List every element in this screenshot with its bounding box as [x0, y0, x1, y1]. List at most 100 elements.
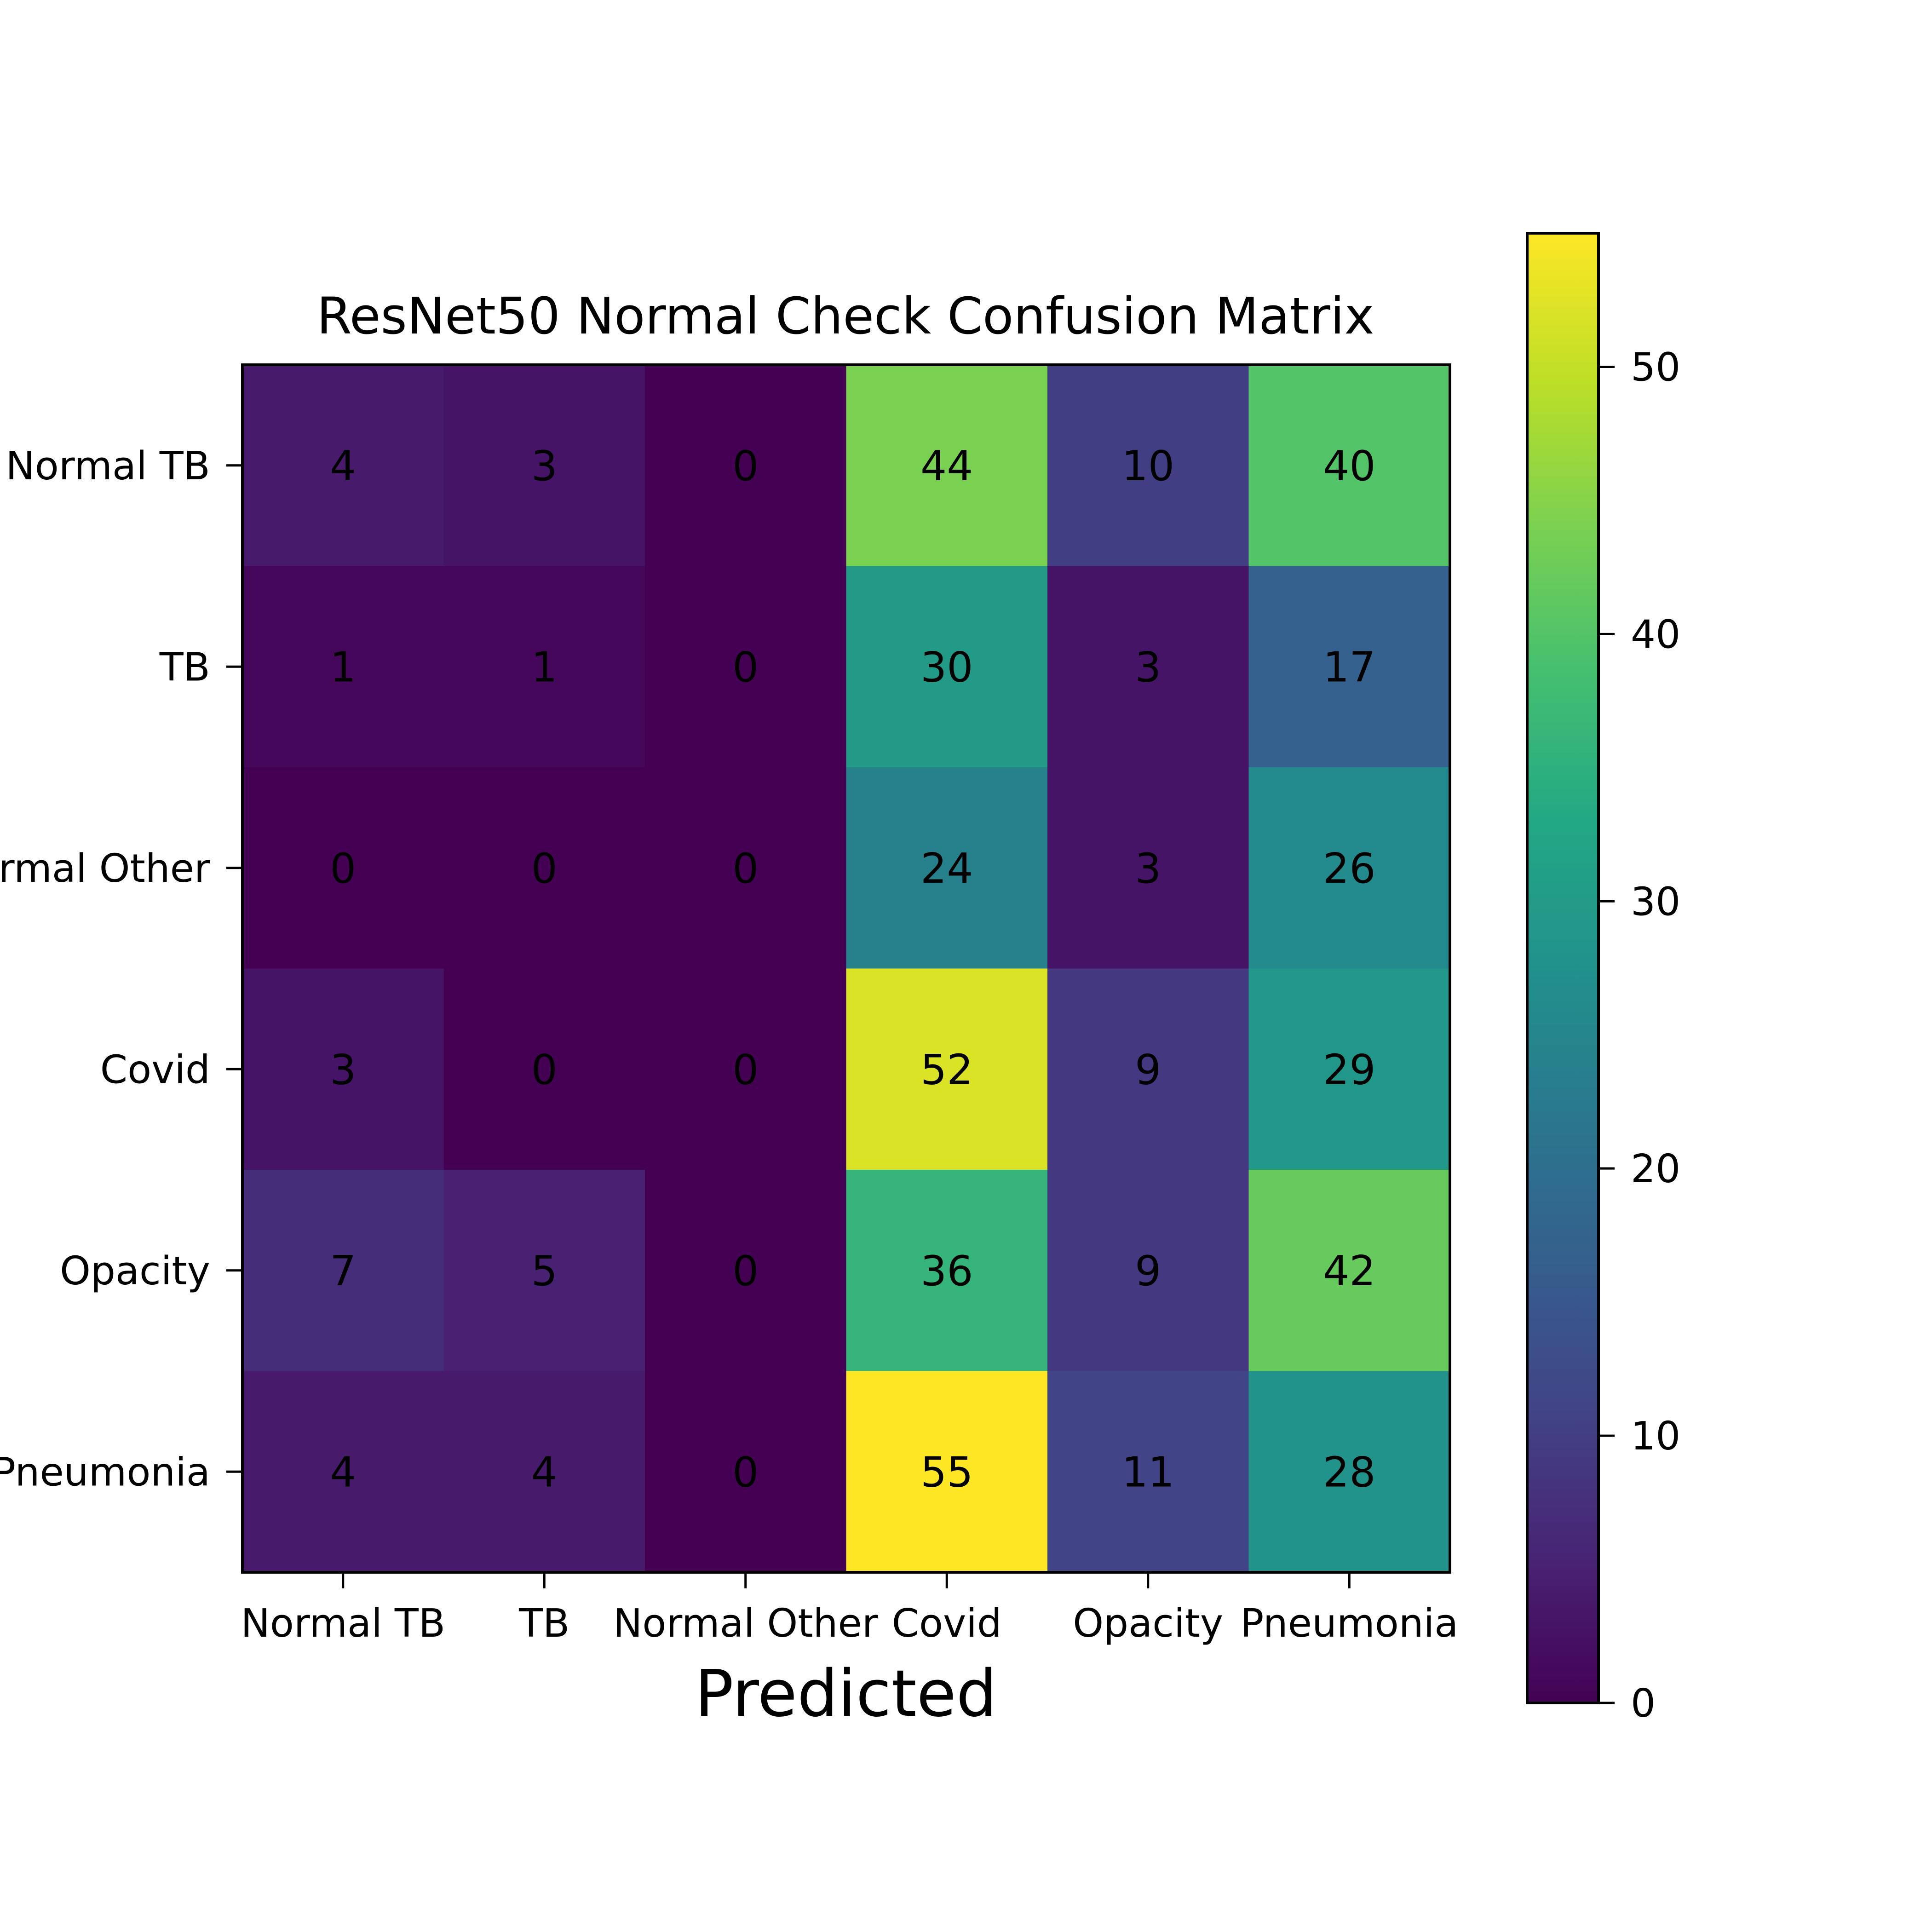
cell-value-label: 0 — [732, 1448, 759, 1496]
y-axis-ticks: Normal TB TB Normal Other Covid Opacity Pneum… — [0, 443, 242, 1495]
heatmap-cell — [846, 365, 1048, 566]
heatmap-cell — [242, 1371, 444, 1573]
x-tick-label: Normal TB — [241, 1601, 445, 1646]
heatmap-cell — [846, 1371, 1048, 1573]
cell-value-label: 26 — [1323, 845, 1376, 893]
y-tick-label: TB — [159, 644, 210, 690]
colorbar-tick-label: 20 — [1631, 1146, 1680, 1192]
plot-frame — [241, 363, 1451, 1574]
cell-value-label: 3 — [330, 1046, 356, 1094]
cell-value-label: 0 — [732, 845, 759, 893]
cell-value-label: 3 — [1135, 845, 1161, 893]
cell-value-label: 0 — [732, 1247, 759, 1295]
colorbar-tick-label: 30 — [1631, 879, 1680, 925]
y-tick-label: Covid — [100, 1047, 210, 1092]
colorbar-tick-label: 0 — [1631, 1681, 1656, 1726]
heatmap-cells — [242, 365, 1450, 1573]
heatmap-cell — [242, 365, 444, 566]
heatmap-cell — [443, 365, 645, 566]
heatmap-cell — [242, 968, 444, 1170]
cell-value-label: 28 — [1323, 1448, 1376, 1496]
cell-value-label: 0 — [732, 643, 759, 691]
heatmap-cell-labels: 4 3 0 44 10 401 1 0 30 3 170 0 0 24 3 263 0 0 52 9 297 5 0 36 9 4… — [330, 442, 1375, 1497]
heatmap-cell — [443, 1170, 645, 1371]
cell-value-label: 29 — [1323, 1046, 1376, 1094]
cell-value-label: 0 — [531, 845, 558, 893]
heatmap-cell — [645, 968, 846, 1170]
cell-value-label: 3 — [1135, 643, 1161, 691]
heatmap-cell — [846, 566, 1048, 768]
y-tick-label: Normal Other — [0, 846, 210, 891]
cell-value-label: 44 — [920, 442, 973, 490]
cell-value-label: 17 — [1323, 643, 1376, 691]
x-axis-ticks: Normal TB TB Normal Other Covid Opacity Pneum… — [241, 1572, 1458, 1646]
cell-value-label: 3 — [531, 442, 558, 490]
y-tick-label: Opacity — [60, 1248, 210, 1294]
heatmap-cell — [242, 566, 444, 768]
cell-value-label: 40 — [1323, 442, 1376, 490]
cell-value-label: 0 — [330, 845, 356, 893]
heatmap-cell — [645, 365, 846, 566]
x-tick-label: Normal Other — [613, 1601, 878, 1646]
heatmap-cell — [1248, 968, 1450, 1170]
colorbar-ticks: 0 10 20 30 40 50 — [1598, 345, 1680, 1726]
heatmap-cell — [645, 1371, 846, 1573]
heatmap-cell — [846, 968, 1048, 1170]
cell-value-label: 9 — [1135, 1046, 1161, 1094]
cell-value-label: 0 — [531, 1046, 558, 1094]
cell-value-label: 4 — [330, 442, 356, 490]
x-tick-label: Covid — [892, 1601, 1002, 1646]
heatmap-cell — [1047, 1170, 1249, 1371]
cell-value-label: 1 — [531, 643, 558, 691]
x-tick-label: Pneumonia — [1240, 1601, 1458, 1646]
heatmap-cell — [1047, 968, 1249, 1170]
colorbar-frame — [1526, 232, 1600, 1704]
cell-value-label: 30 — [920, 643, 973, 691]
heatmap-cell — [1047, 1371, 1249, 1573]
heatmap-cell — [1248, 1170, 1450, 1371]
cell-value-label: 0 — [732, 442, 759, 490]
cell-value-label: 36 — [920, 1247, 973, 1295]
heatmap-cell — [1248, 1371, 1450, 1573]
heatmap-cell — [242, 767, 444, 969]
heatmap-cell — [443, 566, 645, 768]
cell-value-label: 52 — [920, 1046, 973, 1094]
heatmap-cell — [1248, 767, 1450, 969]
cell-value-label: 42 — [1323, 1247, 1376, 1295]
heatmap-cell — [1047, 767, 1249, 969]
heatmap-cell — [645, 566, 846, 768]
cell-value-label: 24 — [920, 845, 973, 893]
heatmap-cell — [443, 767, 645, 969]
heatmap-cell — [846, 767, 1048, 969]
colorbar — [1527, 233, 1598, 1703]
chart-title: ResNet50 Normal Check Confusion Matrix — [316, 287, 1374, 345]
heatmap-cell — [645, 767, 846, 969]
heatmap-cell — [443, 968, 645, 1170]
cell-value-label: 10 — [1121, 442, 1174, 490]
x-tick-label: Opacity — [1073, 1601, 1223, 1646]
cell-value-label: 7 — [330, 1247, 356, 1295]
heatmap-cell — [443, 1371, 645, 1573]
cell-value-label: 55 — [920, 1448, 973, 1496]
colorbar-tick-label: 40 — [1631, 612, 1680, 657]
cell-value-label: 9 — [1135, 1247, 1161, 1295]
y-tick-label: Normal TB — [6, 443, 210, 489]
cell-value-label: 1 — [330, 643, 356, 691]
cell-value-label: 0 — [732, 1046, 759, 1094]
cell-value-label: 11 — [1121, 1448, 1174, 1496]
heatmap-cell — [846, 1170, 1048, 1371]
colorbar-tick-label: 50 — [1631, 345, 1680, 390]
heatmap-cell — [645, 1170, 846, 1371]
heatmap-cell — [1047, 566, 1249, 768]
heatmap-cell — [1248, 566, 1450, 768]
heatmap-cell — [1248, 365, 1450, 566]
y-tick-label: Pneumonia — [0, 1449, 210, 1495]
colorbar-tick-label: 10 — [1631, 1414, 1680, 1459]
cell-value-label: 4 — [330, 1448, 356, 1496]
heatmap-cell — [1047, 365, 1249, 566]
x-axis-label: Predicted — [695, 1656, 997, 1731]
heatmap-cell — [242, 1170, 444, 1371]
cell-value-label: 4 — [531, 1448, 558, 1496]
x-tick-label: TB — [518, 1601, 569, 1646]
